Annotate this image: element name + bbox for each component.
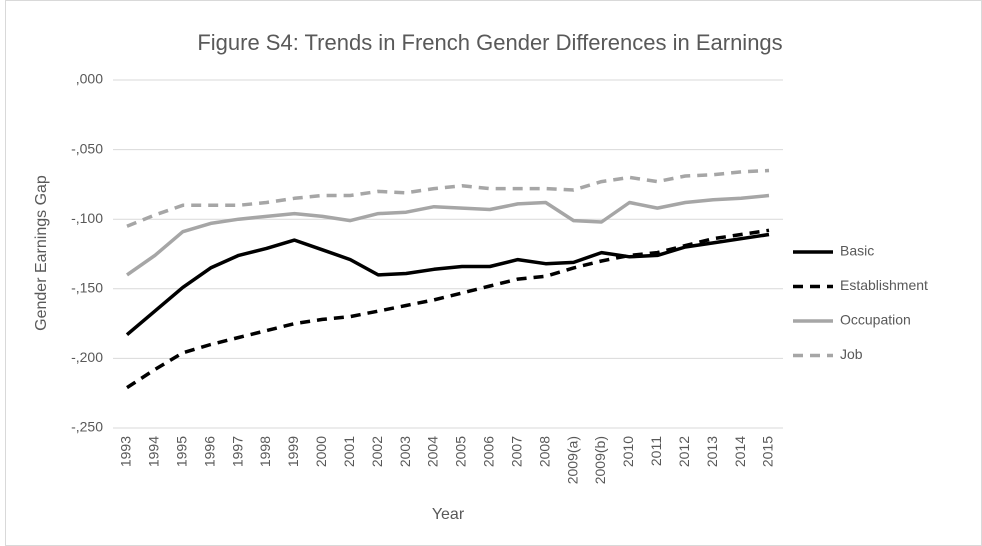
x-tick-label: 1996 [201, 436, 217, 467]
y-tick-label: -,050 [71, 140, 103, 156]
x-tick-label: 2013 [704, 436, 720, 467]
x-tick-label: 1999 [285, 436, 301, 467]
x-tick-label: 1995 [173, 436, 189, 467]
y-tick-label: ,000 [76, 71, 103, 87]
x-tick-label: 2003 [397, 436, 413, 467]
legend-label: Basic [840, 243, 874, 259]
x-tick-label: 2010 [620, 436, 636, 467]
series-line [125, 193, 770, 277]
x-tick-label: 2008 [536, 436, 552, 467]
x-tick-label: 2000 [313, 436, 329, 467]
x-tick-label: 1998 [257, 436, 273, 467]
legend-label: Occupation [840, 312, 911, 328]
chart-frame [5, 0, 982, 546]
chart-title: Figure S4: Trends in French Gender Diffe… [197, 30, 782, 55]
y-axis-title: Gender Earnings Gap [33, 175, 50, 331]
x-tick-label: 2011 [648, 436, 664, 466]
y-tick-label: -,100 [71, 210, 103, 226]
x-tick-label: 2015 [760, 436, 776, 467]
x-tick-label: 2004 [425, 436, 441, 467]
y-tick-label: -,150 [71, 280, 103, 296]
legend-label: Establishment [840, 277, 928, 293]
series-line [126, 168, 770, 228]
x-tick-label: 2001 [341, 436, 357, 467]
y-tick-label: -,250 [71, 419, 103, 435]
series-line [125, 232, 770, 337]
x-tick-label: 2006 [481, 436, 497, 467]
x-axis-title: Year [432, 506, 465, 523]
x-tick-label: 1993 [118, 436, 134, 467]
x-tick-label: 1997 [229, 436, 245, 467]
x-tick-label: 2002 [369, 436, 385, 467]
x-tick-label: 2009(a) [564, 436, 580, 484]
x-tick-label: 2014 [732, 436, 748, 467]
y-tick-label: -,200 [71, 349, 103, 365]
x-tick-label: 1994 [146, 436, 162, 467]
x-tick-label: 2007 [508, 436, 524, 467]
x-tick-label: 2005 [453, 436, 469, 467]
x-tick-label: 2009(b) [592, 436, 608, 484]
x-tick-label: 2012 [676, 436, 692, 467]
legend-label: Job [840, 346, 863, 362]
